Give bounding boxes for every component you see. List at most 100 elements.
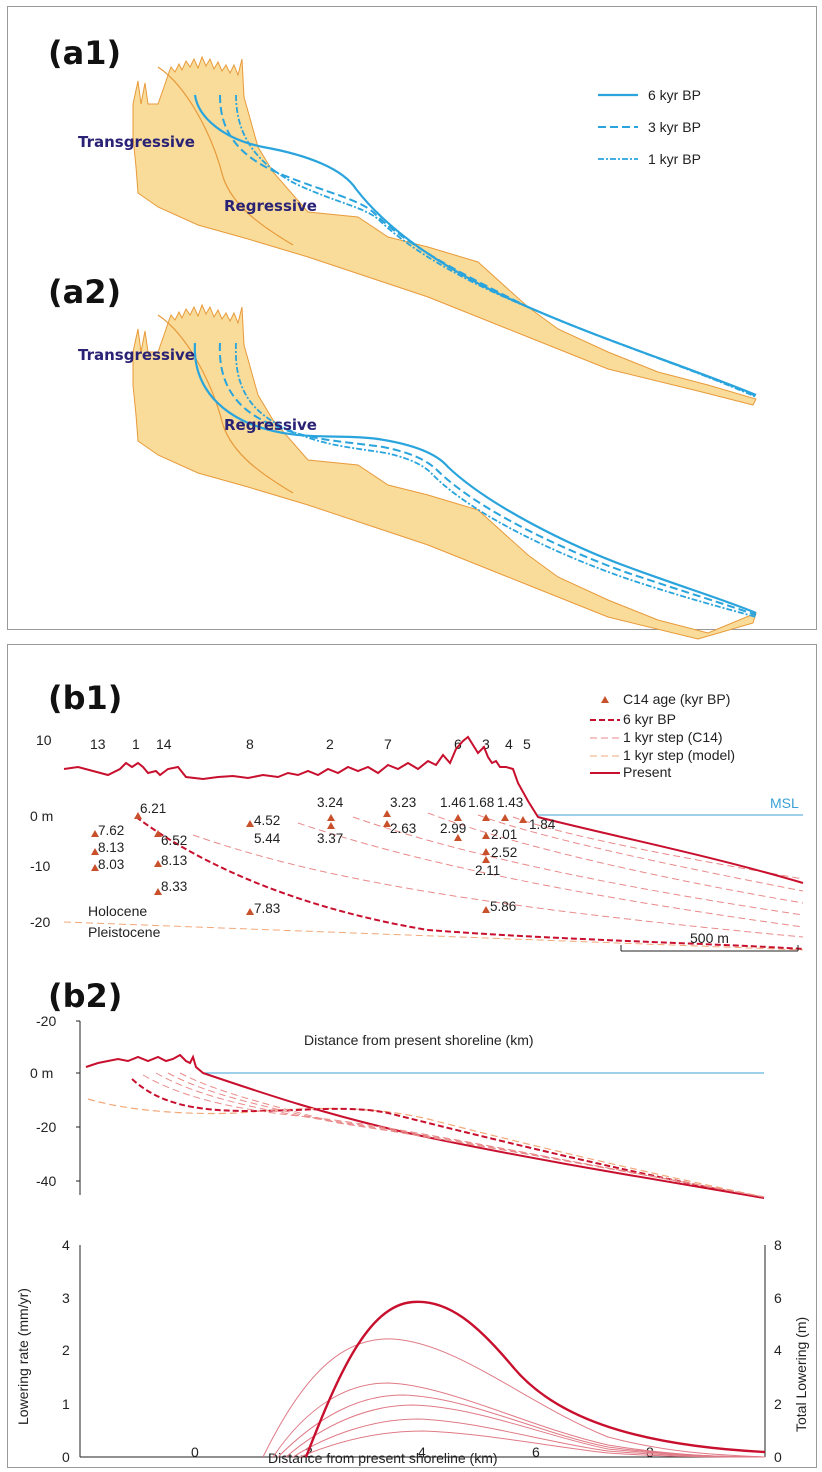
panel-a: (a1) Transgressive Regressive 6 kyr BP 3…: [7, 6, 817, 640]
b1-age-labels: 6.21 7.62 8.13 8.03 6.52 8.13 8.33 4.52 …: [98, 795, 556, 916]
age-label: 4.52: [254, 813, 280, 828]
b2-present-line: [85, 1053, 765, 1199]
right-ytick: 6: [774, 1290, 782, 1306]
core-id: 2: [326, 736, 334, 752]
step-line: [179, 1072, 765, 1198]
c14-marker: [91, 830, 99, 837]
rate-curve: [285, 1404, 766, 1458]
b2-ytick: -20: [36, 1119, 56, 1135]
c14-marker: [519, 816, 527, 823]
a1-transgressive-boundary: [157, 66, 294, 246]
b1-y-axis: 10 0 m -10 -20: [30, 732, 53, 930]
age-label: 8.13: [98, 840, 124, 855]
c14-marker: [482, 906, 490, 913]
panel-a-diagram: (a1) Transgressive Regressive 6 kyr BP 3…: [48, 34, 757, 640]
c14-marker: [482, 856, 490, 863]
a1-profile: [132, 55, 757, 406]
c14-marker: [246, 908, 254, 915]
core-id: 3: [482, 736, 490, 752]
age-label: 8.03: [98, 857, 124, 872]
c14-marker: [91, 848, 99, 855]
c14-marker: [246, 820, 254, 827]
a1-1kyr-line: [235, 94, 757, 398]
a2-transgressive-boundary: [157, 314, 294, 494]
c14-marker: [327, 822, 335, 829]
rate-curve: [262, 1338, 766, 1458]
b2-model-line: [87, 1098, 765, 1198]
left-ytick: 1: [62, 1396, 70, 1412]
age-label: 8.13: [161, 853, 187, 868]
age-label: 3.23: [390, 795, 416, 810]
b1-scale-bar: 500 m: [620, 930, 799, 952]
right-ytick: 4: [774, 1342, 782, 1358]
xtick: 4: [418, 1444, 426, 1460]
a1-3kyr-line: [219, 94, 757, 397]
pleistocene-boundary: [63, 921, 804, 951]
a2-3kyr-line: [218, 342, 757, 616]
step-line: [477, 814, 804, 892]
c14-marker: [91, 864, 99, 871]
legend-1kyr-label: 1 kyr BP: [648, 151, 701, 167]
b2-total-rate-curve: [304, 1300, 766, 1458]
age-label: 5.86: [490, 899, 516, 914]
b1-model-steps: [63, 921, 804, 951]
b2-6kyr-line: [131, 1078, 765, 1199]
a1-tag: (a1): [48, 34, 121, 72]
age-label: 1.46: [440, 795, 466, 810]
left-ytick: 3: [62, 1290, 70, 1306]
b2-thin-curves: [262, 1338, 766, 1458]
b2-profile-title: Distance from present shoreline (km): [304, 1032, 534, 1048]
a2-6kyr-line: [193, 342, 757, 615]
core-id: 14: [156, 736, 172, 752]
age-label: 2.52: [491, 845, 517, 860]
right-ytick: 8: [774, 1237, 782, 1253]
a1-regressive-label: Regressive: [224, 197, 317, 215]
b2-ytick: -20: [36, 1013, 56, 1029]
age-label: 2.01: [491, 827, 517, 842]
xtick: 0: [191, 1444, 199, 1460]
age-label: 1.68: [468, 795, 494, 810]
a2-profile: [132, 303, 757, 640]
panel-a-legend: 6 kyr BP 3 kyr BP 1 kyr BP: [598, 87, 701, 167]
left-ytick: 0: [62, 1449, 70, 1465]
step-line: [155, 1072, 765, 1198]
right-ytick: 2: [774, 1396, 782, 1412]
right-ytick: 0: [774, 1449, 782, 1465]
a2-transgressive-label: Transgressive: [78, 346, 195, 364]
legend-6kyr-label: 6 kyr BP: [623, 711, 676, 727]
core-id: 6: [454, 736, 462, 752]
c14-marker: [482, 814, 490, 821]
c14-marker: [454, 834, 462, 841]
core-id: 8: [246, 736, 254, 752]
age-label: 3.24: [317, 795, 344, 810]
age-label: 3.37: [317, 831, 343, 846]
a2-tag: (a2): [48, 273, 121, 311]
panel-b-diagram: (b1) 10 0 m -10 -20 13 1 14 8 2 7 6 3 4 …: [15, 679, 809, 1466]
b1-core-ids: 13 1 14 8 2 7 6 3 4 5: [90, 736, 531, 752]
step-line: [192, 834, 804, 938]
c14-marker: [134, 812, 142, 819]
holocene-label: Holocene: [88, 903, 147, 919]
age-label: 7.83: [254, 901, 280, 916]
panel-b: (b1) 10 0 m -10 -20 13 1 14 8 2 7 6 3 4 …: [7, 644, 817, 1468]
core-id: 13: [90, 736, 106, 752]
age-label: 6.52: [161, 833, 187, 848]
a2-regressive-label: Regressive: [224, 416, 317, 434]
b1-ytick-m10: -10: [30, 858, 50, 874]
b1-ytick-m20: -20: [30, 914, 50, 930]
b2-step-lines: [142, 1072, 765, 1198]
c14-marker: [383, 820, 391, 827]
c14-marker: [454, 814, 462, 821]
step-line: [512, 816, 804, 880]
c14-marker: [482, 832, 490, 839]
age-label: 1.84: [529, 817, 556, 832]
core-id: 4: [505, 736, 513, 752]
legend-6kyr-label: 6 kyr BP: [648, 87, 701, 103]
a2-sand-body: [132, 303, 757, 640]
legend-c14-swatch: [601, 696, 609, 703]
c14-marker: [327, 814, 335, 821]
b1-msl-label: MSL: [770, 795, 799, 811]
b2-tag: (b2): [48, 977, 122, 1015]
age-label: 5.44: [254, 831, 281, 846]
legend-c14-label: C14 age (kyr BP): [623, 691, 730, 707]
